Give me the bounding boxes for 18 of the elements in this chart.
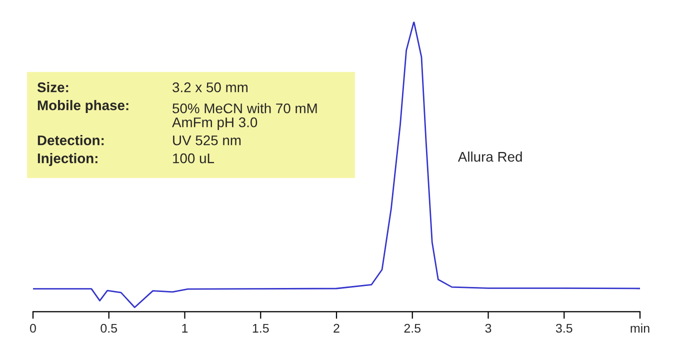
annotation: Detection: <box>38 135 104 146</box>
x-tick-label: 2 <box>334 324 340 333</box>
annotation: Injection: <box>38 153 98 166</box>
x-tick-label: 3.5 <box>556 324 572 333</box>
x-tick-label: 1.5 <box>252 324 269 333</box>
x-tick-label: 0.5 <box>100 324 118 333</box>
x-tick-label: 1 <box>182 324 188 333</box>
annotation: Allura Red <box>458 152 522 162</box>
x-tick-label: 2.5 <box>404 324 421 333</box>
annotation: Size: <box>37 82 68 92</box>
annotation: 50% MeCN with 70 mM AmFm pH 3.0 <box>172 103 317 130</box>
x-tick-label: min <box>630 324 650 333</box>
annotation: UV 525 nm <box>173 135 241 146</box>
annotation: 100 uL <box>173 153 214 164</box>
x-tick-label: 0 <box>30 324 36 333</box>
annotation: Mobile phase: <box>38 100 128 113</box>
x-tick-label: 3 <box>485 324 492 333</box>
annotation: 3.2 x 50 mm <box>172 82 248 92</box>
